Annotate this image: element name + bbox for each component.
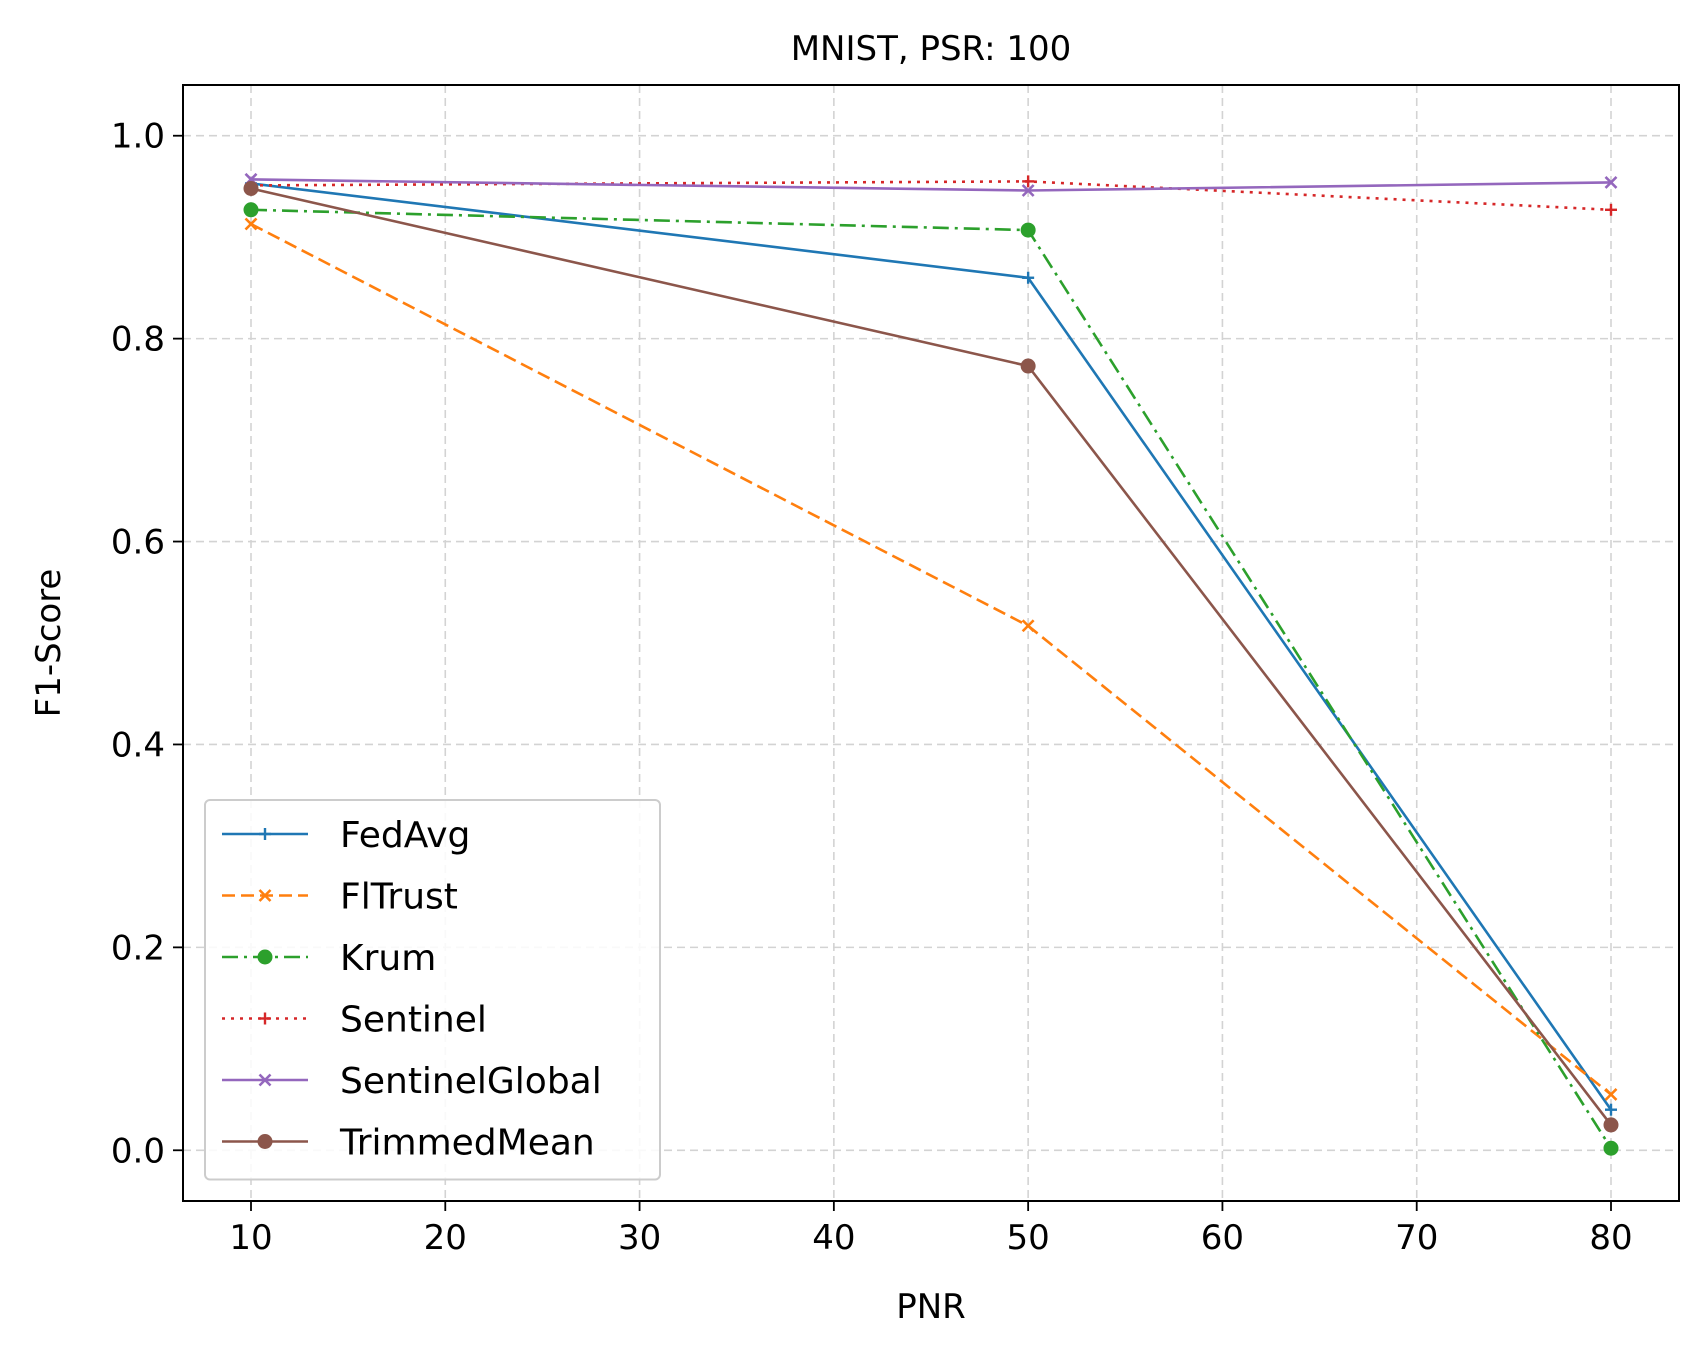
- legend-label: Krum: [340, 938, 436, 979]
- data-point-fedavg: [1022, 271, 1035, 284]
- legend-label: TrimmedMean: [339, 1123, 595, 1164]
- data-point-sentinelglobal: [1021, 184, 1035, 197]
- series-fltrust: [244, 217, 1618, 1101]
- y-tick-label: 1.0: [111, 117, 165, 157]
- data-point-trimmedmean: [1603, 1117, 1619, 1133]
- y-tick-label: 0.8: [111, 320, 165, 360]
- legend-item-sentinelglobal: SentinelGlobal: [222, 1061, 602, 1102]
- y-tick-label: 0.0: [111, 1131, 165, 1171]
- data-point-fltrust: [1604, 1088, 1618, 1101]
- legend-label: SentinelGlobal: [340, 1061, 602, 1102]
- y-tick-label: 0.2: [111, 928, 165, 968]
- data-point-krum: [1020, 222, 1036, 238]
- legend-box: [204, 799, 661, 1181]
- data-point-sentinelglobal: [1604, 175, 1618, 189]
- x-tick-label: 20: [424, 1218, 467, 1258]
- data-point-krum: [243, 202, 259, 218]
- x-tick-label: 40: [812, 1218, 855, 1258]
- legend-item-krum: Krum: [222, 938, 436, 979]
- x-ticks: 10 20 30 40 50 60 70 80: [229, 1201, 1633, 1258]
- legend-label: FlTrust: [340, 877, 458, 918]
- series-sentinelglobal: [244, 172, 1618, 197]
- data-point-krum: [1603, 1140, 1619, 1156]
- data-point-trimmedmean: [243, 180, 259, 196]
- data-point-fedavg: [1605, 1103, 1617, 1116]
- data-point-fltrust: [244, 217, 258, 231]
- legend-marker: [259, 828, 271, 840]
- data-point-trimmedmean: [1020, 358, 1036, 374]
- series-group: [243, 172, 1619, 1156]
- legend-marker: [258, 889, 272, 902]
- legend-marker: [258, 1073, 272, 1087]
- series-trimmedmean: [243, 180, 1619, 1133]
- data-point-fltrust: [1021, 619, 1035, 633]
- legend-marker: [257, 1134, 273, 1149]
- x-tick-label: 10: [229, 1218, 272, 1258]
- legend-item-fedavg: FedAvg: [222, 815, 470, 856]
- x-tick-label: 50: [1007, 1218, 1050, 1258]
- legend-marker: [257, 949, 273, 965]
- x-axis-label: PNR: [896, 1287, 966, 1327]
- x-tick-label: 30: [618, 1218, 661, 1258]
- data-point-sentinel: [1022, 175, 1035, 188]
- legend-label: Sentinel: [340, 1000, 487, 1041]
- y-tick-label: 0.4: [111, 725, 165, 765]
- legend: FedAvg FlTrust Krum Sentinel SentinelGlobal T…: [204, 799, 661, 1181]
- legend-marker: [259, 1012, 271, 1025]
- chart-title: MNIST, PSR: 100: [791, 29, 1072, 69]
- y-tick-label: 0.6: [111, 523, 165, 563]
- y-axis-label: F1-Score: [29, 569, 69, 718]
- x-tick-label: 60: [1201, 1218, 1244, 1258]
- plot-frame: [182, 84, 1680, 1202]
- legend-label: FedAvg: [340, 815, 470, 856]
- series-krum: [243, 202, 1619, 1156]
- x-tick-label: 80: [1589, 1218, 1632, 1258]
- legend-item-fltrust: FlTrust: [222, 877, 458, 918]
- legend-item-trimmedmean: TrimmedMean: [222, 1123, 595, 1164]
- data-point-sentinel: [1605, 203, 1617, 216]
- legend-item-sentinel: Sentinel: [222, 1000, 487, 1041]
- x-tick-label: 70: [1395, 1218, 1438, 1258]
- y-ticks: 0.0 0.2 0.4 0.6 0.8 1.0: [111, 117, 183, 1171]
